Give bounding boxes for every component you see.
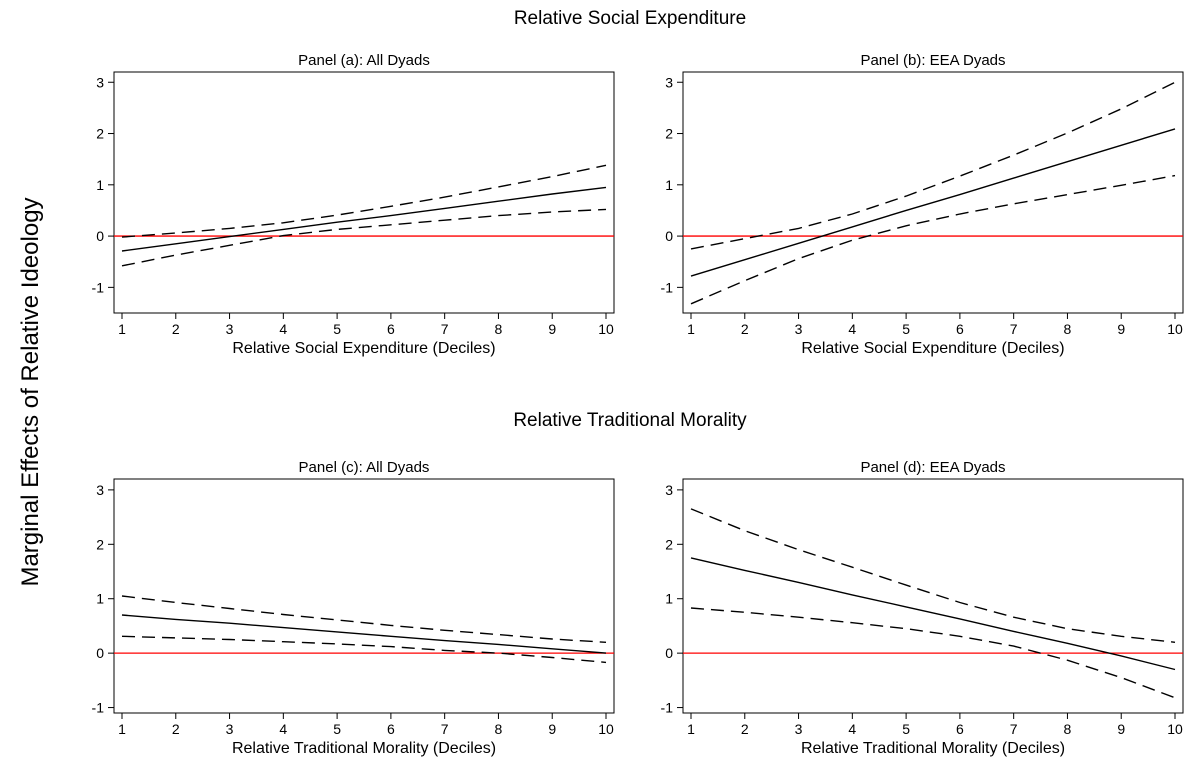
x-tick-label: 4 <box>279 321 287 337</box>
x-tick-label: 10 <box>1167 321 1183 337</box>
x-tick-label: 7 <box>441 321 449 337</box>
ci-upper-line <box>122 596 606 642</box>
x-tick-label: 1 <box>118 721 126 737</box>
y-tick-label: 3 <box>96 74 104 90</box>
y-tick-label: 0 <box>96 645 104 661</box>
panel-title: Panel (b): EEA Dyads <box>860 52 1005 69</box>
plot-frame <box>683 72 1183 313</box>
x-tick-label: 10 <box>1167 721 1183 737</box>
y-tick-label: -1 <box>92 700 105 716</box>
x-tick-label: 7 <box>1010 721 1018 737</box>
x-tick-label: 10 <box>598 721 614 737</box>
x-axis-label: Relative Traditional Morality (Deciles) <box>801 740 1065 757</box>
y-tick-label: 2 <box>665 536 673 552</box>
x-tick-label: 1 <box>687 321 695 337</box>
y-tick-label: 3 <box>665 74 673 90</box>
x-tick-label: 6 <box>956 321 964 337</box>
x-tick-label: 3 <box>226 321 234 337</box>
x-tick-label: 3 <box>795 321 803 337</box>
estimate-line <box>691 129 1175 276</box>
y-tick-label: 2 <box>665 126 673 142</box>
plot-frame <box>683 479 1183 713</box>
x-tick-label: 9 <box>548 321 556 337</box>
estimate-line <box>122 187 606 251</box>
x-tick-label: 9 <box>548 721 556 737</box>
y-tick-label: 3 <box>96 482 104 498</box>
x-tick-label: 9 <box>1117 321 1125 337</box>
panel-title: Panel (c): All Dyads <box>299 459 430 476</box>
ci-lower-line <box>122 209 606 265</box>
x-tick-label: 1 <box>687 721 695 737</box>
x-tick-label: 3 <box>795 721 803 737</box>
x-tick-label: 2 <box>172 321 180 337</box>
x-tick-label: 8 <box>1064 321 1072 337</box>
x-tick-label: 5 <box>902 321 910 337</box>
estimate-line <box>122 615 606 653</box>
plot-frame <box>114 72 614 313</box>
x-tick-label: 8 <box>495 321 503 337</box>
y-tick-label: 2 <box>96 126 104 142</box>
x-tick-label: 4 <box>279 721 287 737</box>
x-axis-label: Relative Social Expenditure (Deciles) <box>232 340 495 357</box>
y-tick-label: 2 <box>96 536 104 552</box>
x-tick-label: 1 <box>118 321 126 337</box>
panel-1: Panel (a): All Dyads 1 2 3 4 5 6 7 8 9 10 -1 0 1 2 3 Rel… <box>92 52 614 357</box>
section-title-social-expenditure: Relative Social Expenditure <box>514 8 746 29</box>
x-tick-label: 4 <box>848 721 856 737</box>
x-axis-label: Relative Social Expenditure (Deciles) <box>801 340 1064 357</box>
x-tick-label: 7 <box>1010 321 1018 337</box>
y-tick-label: -1 <box>661 279 674 295</box>
ci-upper-line <box>691 509 1175 642</box>
x-axis-label: Relative Traditional Morality (Deciles) <box>232 740 496 757</box>
x-tick-label: 8 <box>1064 721 1072 737</box>
y-tick-label: 1 <box>665 591 673 607</box>
x-tick-label: 6 <box>387 721 395 737</box>
ci-upper-line <box>691 82 1175 249</box>
x-tick-label: 5 <box>333 321 341 337</box>
x-tick-label: 9 <box>1117 721 1125 737</box>
x-tick-label: 2 <box>172 721 180 737</box>
section-title-traditional-morality: Relative Traditional Morality <box>513 410 747 431</box>
panel-3: Panel (c): All Dyads 1 2 3 4 5 6 7 8 9 10 -1 0 1 2 3 Rel… <box>92 459 614 757</box>
plot-frame <box>114 479 614 713</box>
y-tick-label: -1 <box>661 700 674 716</box>
x-tick-label: 8 <box>495 721 503 737</box>
x-tick-label: 2 <box>741 721 749 737</box>
panel-2: Panel (b): EEA Dyads 1 2 3 4 5 6 7 8 9 10 -1 0 1 2 3 Rel… <box>661 52 1183 357</box>
y-tick-label: 1 <box>96 177 104 193</box>
panel-4: Panel (d): EEA Dyads 1 2 3 4 5 6 7 8 9 10 -1 0 1 2 3 Rel… <box>661 459 1183 757</box>
x-tick-label: 5 <box>333 721 341 737</box>
y-tick-label: 0 <box>96 228 104 244</box>
ci-lower-line <box>122 636 606 662</box>
x-tick-label: 7 <box>441 721 449 737</box>
y-tick-label: 0 <box>665 645 673 661</box>
y-tick-label: 1 <box>96 591 104 607</box>
ci-upper-line <box>122 165 606 237</box>
y-axis-label: Marginal Effects of Relative Ideology <box>17 197 44 586</box>
x-tick-label: 6 <box>956 721 964 737</box>
x-tick-label: 10 <box>598 321 614 337</box>
y-tick-label: 0 <box>665 228 673 244</box>
panel-title: Panel (d): EEA Dyads <box>860 459 1005 476</box>
x-tick-label: 2 <box>741 321 749 337</box>
panel-title: Panel (a): All Dyads <box>298 52 430 69</box>
x-tick-label: 3 <box>226 721 234 737</box>
y-tick-label: 3 <box>665 482 673 498</box>
x-tick-label: 6 <box>387 321 395 337</box>
ci-lower-line <box>691 176 1175 304</box>
y-tick-label: 1 <box>665 177 673 193</box>
y-tick-label: -1 <box>92 279 105 295</box>
x-tick-label: 4 <box>848 321 856 337</box>
x-tick-label: 5 <box>902 721 910 737</box>
